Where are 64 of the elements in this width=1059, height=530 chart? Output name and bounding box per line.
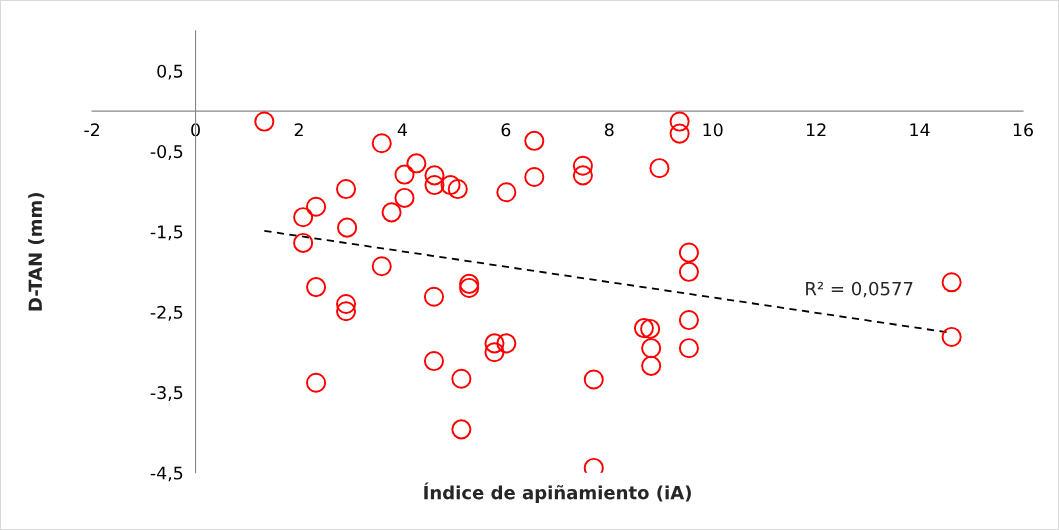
x-tick-label: -2: [84, 123, 100, 137]
x-tick-label: 16: [1013, 123, 1033, 137]
y-tick-label: -4,5: [150, 466, 183, 482]
x-tick-label: 4: [397, 123, 407, 137]
point: [678, 338, 699, 359]
point: [371, 133, 392, 154]
point: [572, 155, 593, 176]
point: [678, 310, 699, 331]
point: [669, 123, 690, 144]
x-tick-label: 14: [910, 123, 930, 137]
point: [447, 179, 468, 200]
point: [336, 179, 357, 200]
point: [254, 111, 275, 132]
point: [451, 419, 472, 440]
point: [424, 175, 445, 196]
point: [641, 355, 662, 376]
point: [423, 286, 444, 307]
point: [496, 182, 517, 203]
point: [941, 272, 962, 293]
point: [306, 196, 327, 217]
point: [293, 232, 314, 253]
point: [394, 187, 415, 208]
point: [306, 372, 327, 393]
x-tick-label: 12: [807, 123, 826, 137]
point: [633, 318, 654, 339]
point: [440, 175, 461, 196]
point: [678, 261, 699, 282]
point: [336, 293, 357, 315]
point: [678, 242, 699, 263]
point: [649, 158, 670, 179]
y-tick-label: -2,5: [150, 305, 183, 321]
point: [423, 351, 444, 372]
point: [336, 301, 357, 322]
y-tick-label: 0,5: [157, 64, 183, 80]
point: [524, 130, 545, 151]
annotation: R² = 0,0577: [806, 281, 913, 298]
y-axis-title: D-TAN (mm): [28, 193, 45, 311]
point: [406, 153, 427, 174]
point: [484, 333, 505, 354]
point: [306, 277, 327, 298]
x-tick-label: 8: [604, 123, 614, 137]
point: [293, 207, 314, 228]
point: [451, 368, 472, 389]
point: [337, 217, 358, 238]
point: [424, 165, 445, 186]
y-tick-label: -3,5: [150, 386, 183, 402]
point: [394, 164, 415, 185]
point: [583, 369, 604, 390]
point: [381, 202, 402, 223]
x-tick-label: 2: [294, 123, 303, 137]
x-axis-title: Índice de apiñamiento (iA): [424, 482, 691, 503]
point: [669, 111, 690, 132]
point: [941, 326, 962, 347]
point: [484, 342, 505, 363]
point: [641, 338, 662, 359]
x-tick-label: 6: [501, 123, 511, 137]
x-tick-label: 10: [703, 123, 723, 137]
point: [572, 165, 593, 186]
point: [524, 166, 545, 188]
point: [640, 318, 661, 339]
point: [496, 333, 517, 354]
point: [371, 256, 392, 277]
y-tick-label: -1,5: [150, 225, 183, 241]
y-tick-label: -0,5: [150, 145, 183, 160]
